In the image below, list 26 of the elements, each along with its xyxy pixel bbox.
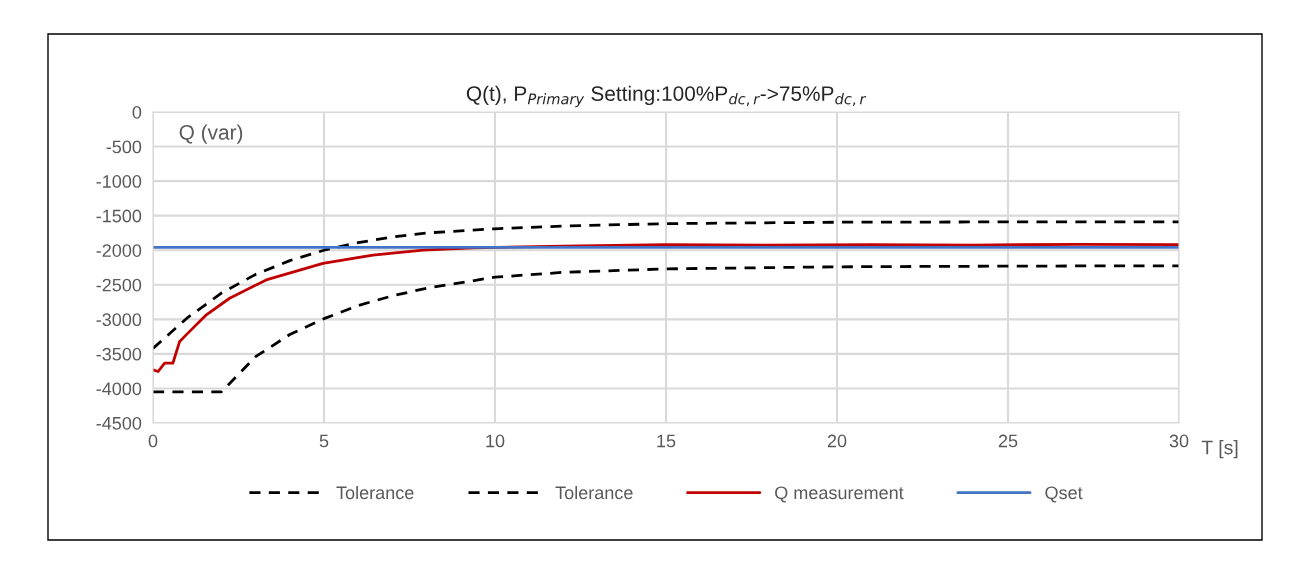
x-tick-label: 25 xyxy=(998,434,1018,448)
x-tick-label: 5 xyxy=(319,434,329,448)
y-tick-label: -500 xyxy=(106,140,142,154)
line-series xyxy=(153,264,1179,394)
legend-label: Q measurement xyxy=(775,486,904,503)
x-tick-label: 20 xyxy=(827,434,847,448)
y-tick-label: -3500 xyxy=(96,347,142,361)
legend-label: Qset xyxy=(1045,486,1083,503)
y-tick-label: -2500 xyxy=(96,278,142,292)
y-axis-title: Q (var) xyxy=(179,124,243,144)
chart-title: Q(t), P$_{Primary}$ Setting:100%P$_{dc,r}$->75%P$_{dc,r}$ xyxy=(466,85,867,108)
x-tick-label: 0 xyxy=(148,434,158,448)
y-tick-label: -4500 xyxy=(96,416,142,430)
x-axis-title: T [s] xyxy=(1201,440,1238,459)
legend-label: Tolerance xyxy=(555,485,633,500)
line-series xyxy=(153,220,1179,350)
y-tick-label: -2000 xyxy=(96,244,142,257)
x-tick-label: 30 xyxy=(1169,434,1189,448)
y-tick-label: 0 xyxy=(132,105,142,119)
y-tick-label: -1500 xyxy=(96,209,142,223)
x-tick-label: 15 xyxy=(657,434,676,448)
y-tick-label: -4000 xyxy=(96,382,142,396)
x-tick-label: 10 xyxy=(486,434,505,448)
y-tick-label: -1000 xyxy=(96,175,142,188)
y-tick-label: -3000 xyxy=(96,313,142,327)
legend-label: Tolerance xyxy=(336,485,414,500)
